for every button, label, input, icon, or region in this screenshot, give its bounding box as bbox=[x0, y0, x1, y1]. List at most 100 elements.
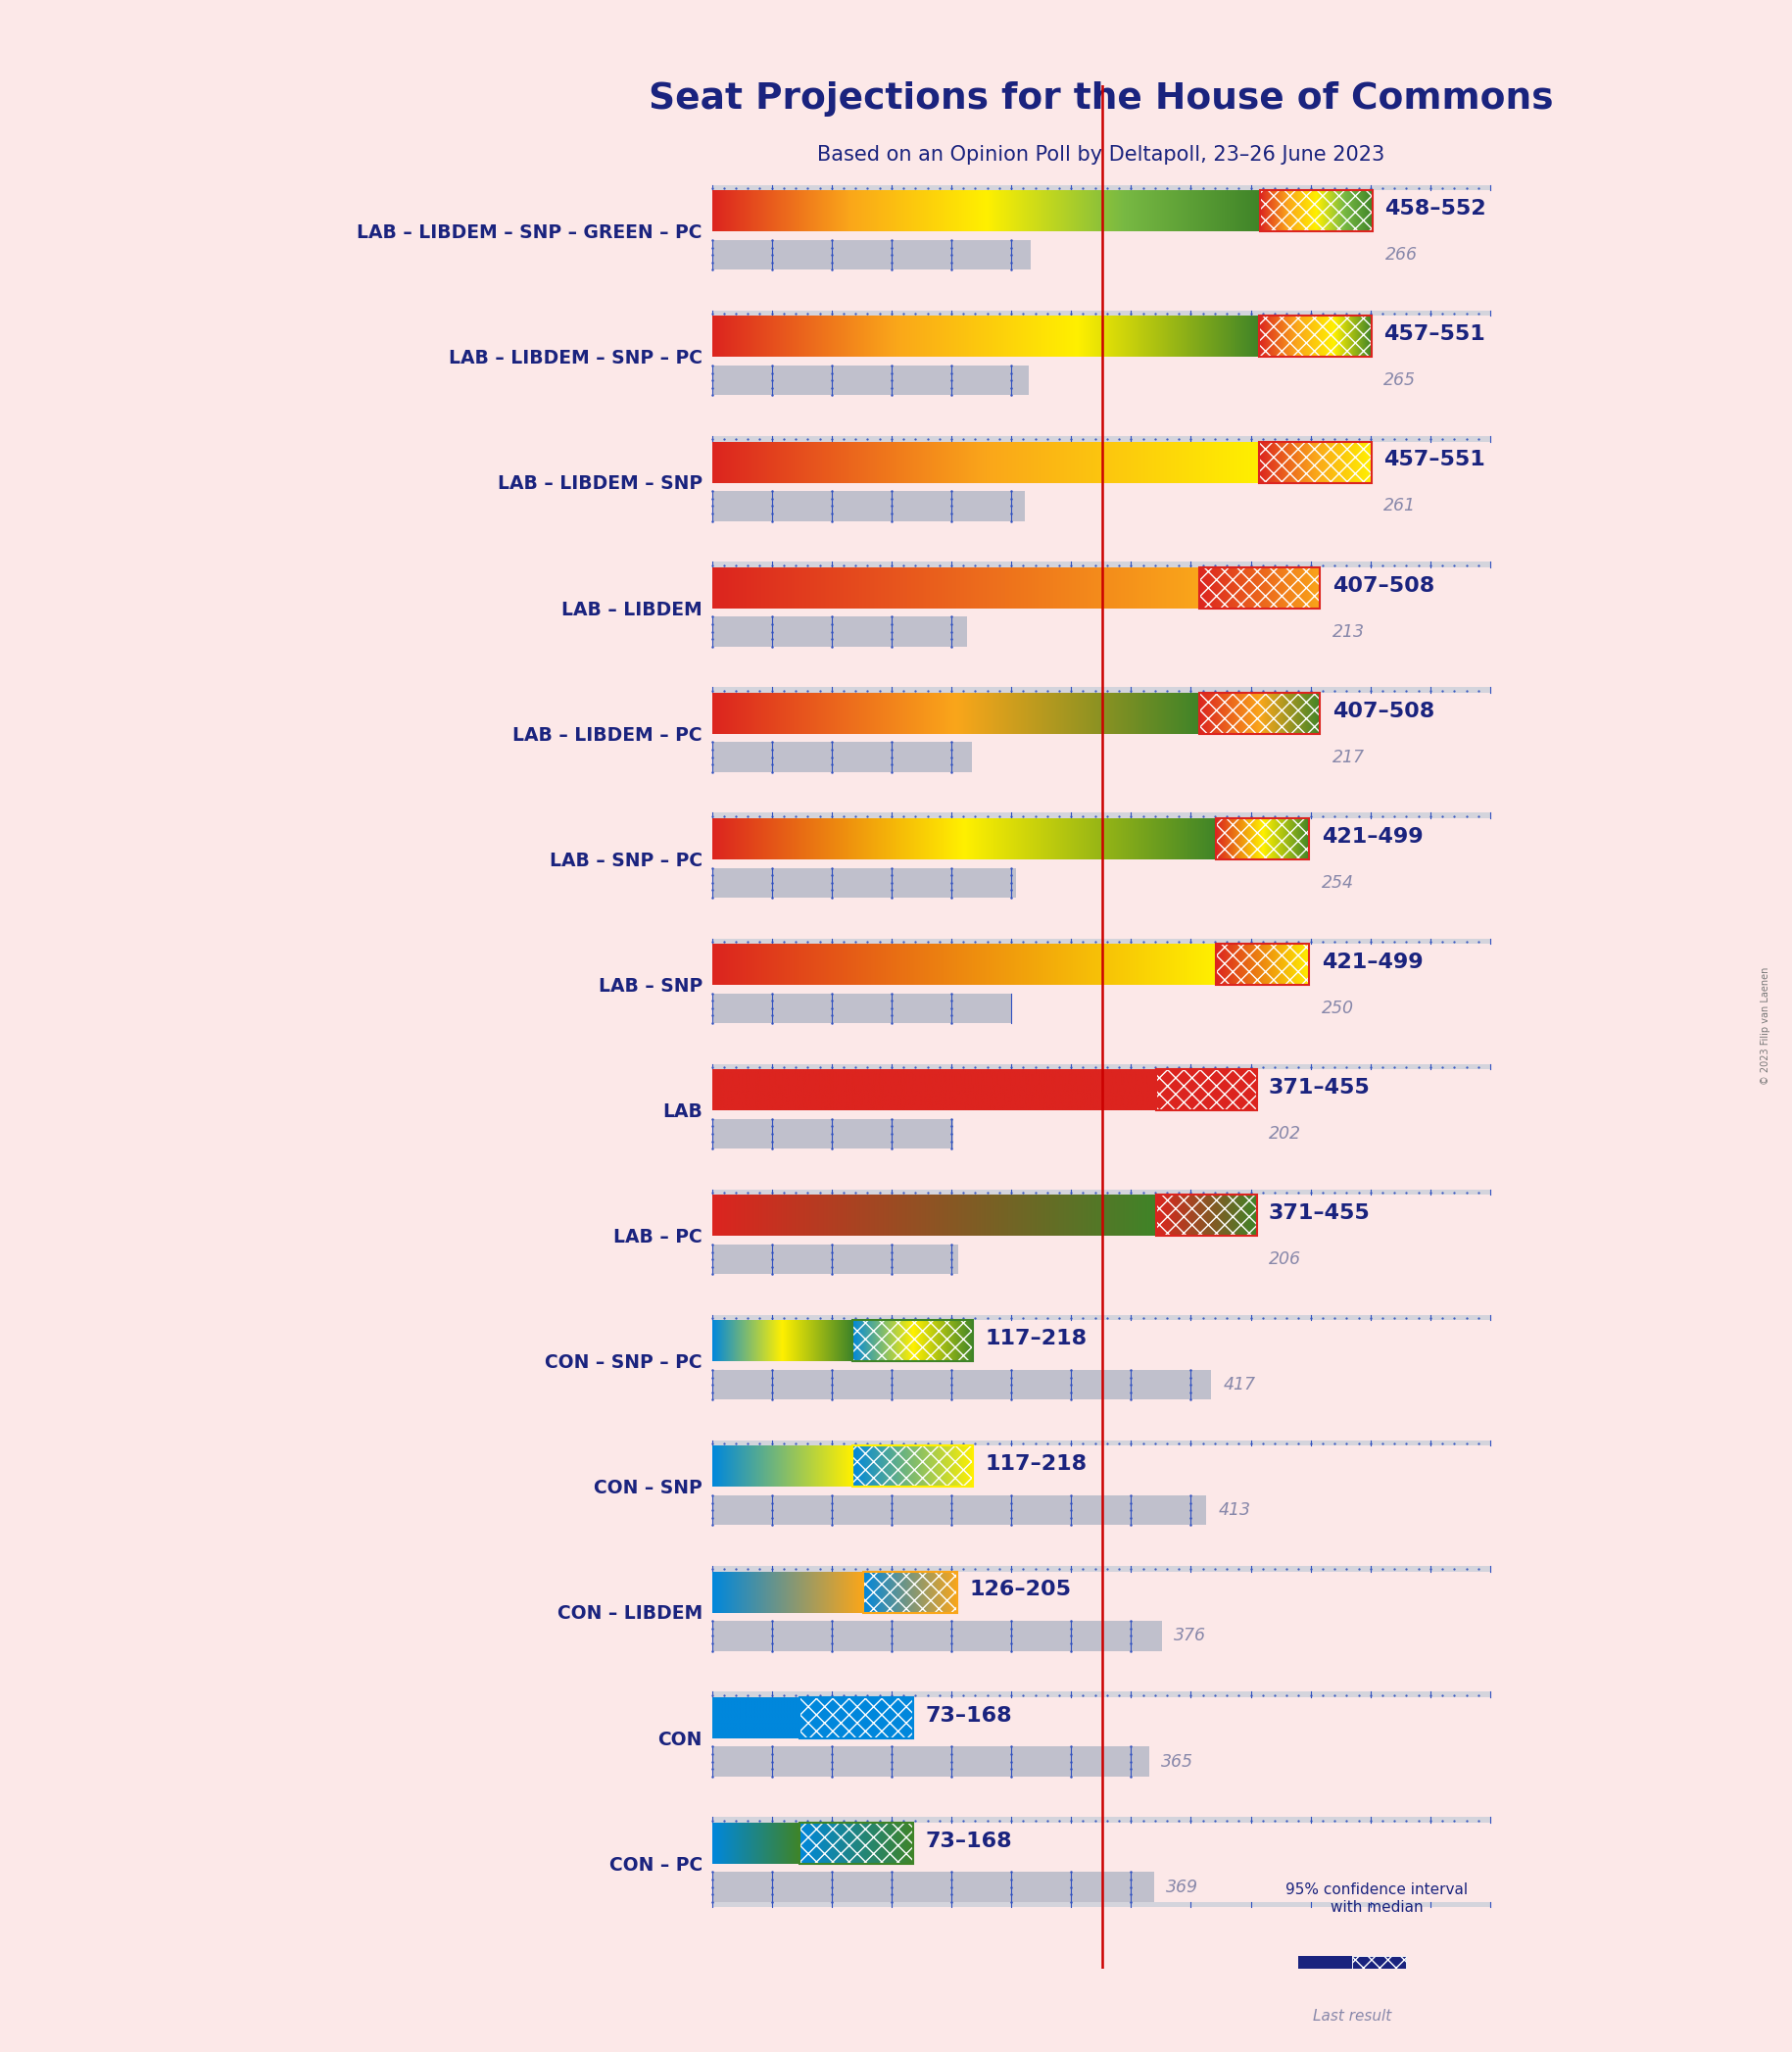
Bar bbox=[851, 1447, 973, 1488]
Bar bbox=[711, 1871, 1154, 1902]
Bar bbox=[1260, 441, 1371, 482]
Bar bbox=[1299, 1988, 1407, 2003]
Text: 126–205: 126–205 bbox=[969, 1580, 1072, 1601]
Bar bbox=[862, 1572, 957, 1613]
Bar bbox=[711, 1621, 1163, 1650]
Bar bbox=[711, 1371, 1211, 1399]
Text: LAB – LIBDEM – PC: LAB – LIBDEM – PC bbox=[513, 726, 702, 745]
Bar bbox=[1260, 316, 1371, 357]
Bar bbox=[1260, 191, 1373, 232]
Text: 250: 250 bbox=[1321, 999, 1353, 1018]
Text: 371–455: 371–455 bbox=[1269, 1077, 1371, 1098]
Bar bbox=[1217, 819, 1310, 860]
Bar bbox=[711, 365, 1029, 396]
Text: 407–508: 407–508 bbox=[1331, 702, 1434, 720]
Bar bbox=[711, 1746, 1149, 1777]
Bar bbox=[1260, 191, 1373, 232]
Text: 73–168: 73–168 bbox=[925, 1705, 1012, 1726]
Bar bbox=[799, 1697, 914, 1738]
Text: 117–218: 117–218 bbox=[986, 1330, 1088, 1348]
Bar bbox=[711, 562, 1491, 566]
Text: LAB – PC: LAB – PC bbox=[613, 1227, 702, 1248]
Text: CON – SNP: CON – SNP bbox=[593, 1479, 702, 1498]
Bar bbox=[711, 618, 968, 646]
Bar bbox=[711, 743, 971, 772]
Text: LAB – LIBDEM – SNP – GREEN – PC: LAB – LIBDEM – SNP – GREEN – PC bbox=[357, 224, 702, 242]
Bar bbox=[851, 1319, 973, 1360]
Text: 265: 265 bbox=[1383, 371, 1416, 390]
Bar bbox=[711, 1691, 1491, 1697]
Bar bbox=[711, 1244, 959, 1274]
Bar bbox=[862, 1572, 957, 1613]
Text: Last result: Last result bbox=[1314, 2009, 1392, 2023]
Bar bbox=[711, 310, 1491, 316]
Bar bbox=[711, 490, 1025, 521]
Text: 407–508: 407–508 bbox=[1331, 577, 1434, 595]
Text: 417: 417 bbox=[1224, 1377, 1256, 1393]
Bar bbox=[1260, 316, 1371, 357]
Bar bbox=[711, 437, 1491, 441]
Text: 213: 213 bbox=[1331, 622, 1364, 640]
Text: 376: 376 bbox=[1174, 1627, 1206, 1646]
Bar bbox=[711, 938, 1491, 944]
Bar bbox=[711, 1566, 1491, 1572]
Bar bbox=[799, 1822, 914, 1863]
Text: LAB: LAB bbox=[663, 1102, 702, 1120]
Bar bbox=[851, 1447, 973, 1488]
Bar bbox=[1299, 1956, 1353, 1986]
Text: 261: 261 bbox=[1383, 497, 1416, 515]
Bar bbox=[851, 1319, 973, 1360]
Bar bbox=[711, 993, 1011, 1024]
Bar bbox=[711, 1818, 1491, 1822]
Text: CON – PC: CON – PC bbox=[609, 1855, 702, 1873]
Bar bbox=[711, 185, 1491, 191]
Text: © 2023 Filip van Laenen: © 2023 Filip van Laenen bbox=[1760, 966, 1770, 1086]
Bar bbox=[1156, 1069, 1256, 1110]
Bar bbox=[862, 1572, 957, 1613]
Text: 369: 369 bbox=[1167, 1878, 1199, 1896]
Bar bbox=[1217, 819, 1310, 860]
Bar bbox=[1260, 316, 1371, 357]
Bar bbox=[1260, 441, 1371, 482]
Bar bbox=[711, 240, 1030, 269]
Text: LAB – SNP: LAB – SNP bbox=[599, 977, 702, 995]
Text: 457–551: 457–551 bbox=[1383, 449, 1486, 470]
Bar bbox=[799, 1822, 914, 1863]
Bar bbox=[711, 813, 1491, 819]
Text: LAB – LIBDEM: LAB – LIBDEM bbox=[561, 601, 702, 620]
Bar bbox=[1156, 1194, 1256, 1235]
Bar bbox=[1217, 944, 1310, 985]
Bar bbox=[1199, 566, 1321, 607]
Bar bbox=[851, 1319, 973, 1360]
Text: 202: 202 bbox=[1269, 1124, 1301, 1143]
Text: 421–499: 421–499 bbox=[1321, 827, 1423, 847]
Text: 206: 206 bbox=[1269, 1250, 1301, 1268]
Bar bbox=[711, 1315, 1491, 1319]
Bar bbox=[1217, 944, 1310, 985]
Bar bbox=[1353, 1956, 1407, 1986]
Bar bbox=[799, 1697, 914, 1738]
Text: 117–218: 117–218 bbox=[986, 1455, 1088, 1473]
Text: CON – SNP – PC: CON – SNP – PC bbox=[545, 1354, 702, 1373]
Bar bbox=[711, 1118, 953, 1149]
Text: 457–551: 457–551 bbox=[1383, 324, 1486, 345]
Text: 254: 254 bbox=[1321, 874, 1353, 891]
Text: CON: CON bbox=[658, 1730, 702, 1748]
Bar bbox=[1156, 1069, 1256, 1110]
Text: LAB – SNP – PC: LAB – SNP – PC bbox=[550, 852, 702, 870]
Bar bbox=[1199, 566, 1321, 607]
Bar bbox=[1199, 566, 1321, 607]
Text: 458–552: 458–552 bbox=[1385, 199, 1486, 220]
Bar bbox=[1156, 1194, 1256, 1235]
Text: 217: 217 bbox=[1331, 749, 1364, 765]
Text: 365: 365 bbox=[1161, 1752, 1193, 1771]
Bar bbox=[711, 1441, 1491, 1447]
Bar bbox=[711, 1496, 1206, 1525]
Bar bbox=[1199, 694, 1321, 735]
Text: 413: 413 bbox=[1219, 1502, 1251, 1518]
Bar bbox=[711, 687, 1491, 694]
Text: 73–168: 73–168 bbox=[925, 1830, 1012, 1851]
Bar bbox=[1260, 441, 1371, 482]
Text: LAB – LIBDEM – SNP – PC: LAB – LIBDEM – SNP – PC bbox=[448, 349, 702, 367]
Text: Seat Projections for the House of Commons: Seat Projections for the House of Common… bbox=[649, 82, 1554, 117]
